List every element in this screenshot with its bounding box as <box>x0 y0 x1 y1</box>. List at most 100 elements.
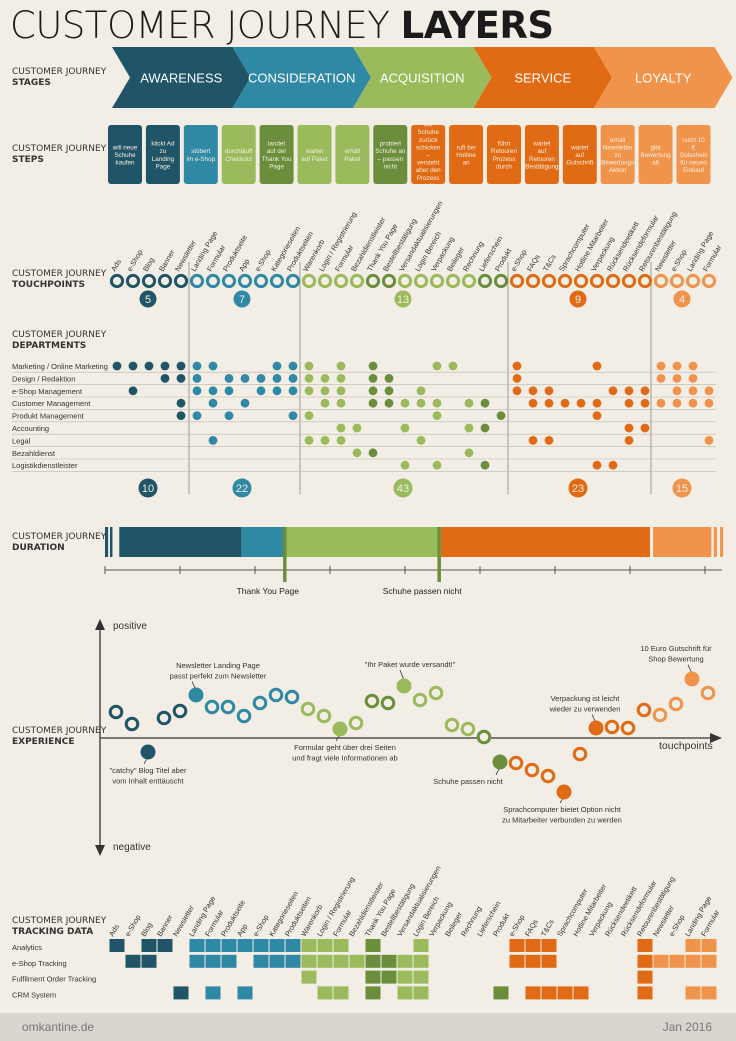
touchpoint-circle[interactable] <box>621 273 637 289</box>
step-card[interactable]: klickt Ad zu Landing Page <box>145 125 180 184</box>
touchpoint-circle[interactable] <box>333 273 349 289</box>
touchpoint-circle[interactable] <box>525 273 541 289</box>
step-card[interactable]: stöbert im e-Shop <box>183 125 218 184</box>
touchpoint-circle[interactable] <box>301 273 317 289</box>
experience-point[interactable] <box>300 701 316 717</box>
stage-service[interactable]: SERVICE <box>473 47 613 108</box>
touchpoint-circle[interactable] <box>445 273 461 289</box>
step-card[interactable]: landet auf der Thank You Page <box>259 125 294 184</box>
step-card[interactable]: führt Retouren Prozess durch <box>487 125 521 184</box>
experience-point[interactable] <box>412 692 428 708</box>
touchpoint-circle[interactable] <box>573 273 589 289</box>
step-card[interactable]: wartet auf Gutschrift <box>562 125 597 184</box>
step-card[interactable]: probiert Schuhe an – passen nicht <box>373 125 408 184</box>
touchpoint-circle[interactable] <box>125 273 141 289</box>
experience-point-highlight[interactable] <box>684 671 700 687</box>
experience-point[interactable] <box>252 695 268 711</box>
experience-point[interactable] <box>444 717 460 733</box>
touchpoint-circle[interactable] <box>605 273 621 289</box>
experience-point-highlight[interactable] <box>396 678 412 694</box>
experience-point[interactable] <box>604 719 620 735</box>
stage-awareness[interactable]: AWARENESS <box>112 47 251 108</box>
touchpoint-circle[interactable] <box>253 273 269 289</box>
experience-point[interactable] <box>204 699 220 715</box>
touchpoint-circle[interactable] <box>141 273 157 289</box>
step-card[interactable]: wartet auf Paket <box>297 125 332 184</box>
experience-point[interactable] <box>284 689 300 705</box>
experience-point[interactable] <box>124 716 140 732</box>
step-card[interactable]: erhält Paket <box>335 125 370 184</box>
experience-point[interactable] <box>460 721 476 737</box>
touchpoint-circle[interactable] <box>397 273 413 289</box>
touchpoint-circle[interactable] <box>685 273 701 289</box>
step-card[interactable]: durchläuft Checkout <box>221 125 256 184</box>
experience-point[interactable] <box>652 707 668 723</box>
experience-point[interactable] <box>108 704 124 720</box>
experience-point[interactable] <box>620 720 636 736</box>
experience-point-highlight[interactable] <box>556 784 572 800</box>
touchpoint-circle[interactable] <box>637 273 653 289</box>
touchpoint-circle[interactable] <box>701 273 717 289</box>
touchpoint-circle[interactable] <box>317 273 333 289</box>
experience-point[interactable] <box>668 696 684 712</box>
touchpoint-circle[interactable] <box>109 273 125 289</box>
experience-point[interactable] <box>156 710 172 726</box>
experience-point[interactable] <box>636 702 652 718</box>
touchpoint-circle[interactable] <box>589 273 605 289</box>
touchpoint-circle[interactable] <box>173 273 189 289</box>
touchpoint-circle[interactable] <box>653 273 669 289</box>
experience-point[interactable] <box>220 699 236 715</box>
touchpoint-circle[interactable] <box>493 273 509 289</box>
footer-site[interactable]: omkantine.de <box>22 1020 95 1034</box>
experience-point[interactable] <box>236 708 252 724</box>
touchpoint-circle[interactable] <box>349 273 365 289</box>
experience-point[interactable] <box>700 685 716 701</box>
touchpoint-circle[interactable] <box>381 273 397 289</box>
experience-point[interactable] <box>508 755 524 771</box>
experience-point[interactable] <box>540 768 556 784</box>
touchpoint-circle[interactable] <box>269 273 285 289</box>
step-card[interactable]: will neue Schuhe kaufen <box>108 125 142 184</box>
touchpoint-circle[interactable] <box>413 273 429 289</box>
touchpoint-circle[interactable] <box>237 273 253 289</box>
experience-point[interactable] <box>268 687 284 703</box>
touchpoint-count: 9 <box>575 294 581 306</box>
touchpoint-circle[interactable] <box>429 273 445 289</box>
experience-point[interactable] <box>572 746 588 762</box>
touchpoint-circle[interactable] <box>205 273 221 289</box>
experience-point[interactable] <box>316 708 332 724</box>
step-card[interactable]: ruft bei Hotline an <box>449 125 484 184</box>
touchpoint-circle[interactable] <box>509 273 525 289</box>
stage-loyalty[interactable]: LOYALTY <box>594 47 733 108</box>
step-card[interactable]: wartet auf Retouren Bestätigung <box>524 125 559 184</box>
experience-point[interactable] <box>364 693 380 709</box>
touchpoint-circle[interactable] <box>189 273 205 289</box>
step-card[interactable]: erhält Newsletter zu Bewertungs Aktion <box>600 125 635 184</box>
touchpoint-circle[interactable] <box>461 273 477 289</box>
touchpoint-circle[interactable] <box>541 273 557 289</box>
experience-point[interactable] <box>172 703 188 719</box>
touchpoint-circle[interactable] <box>669 273 685 289</box>
experience-point-highlight[interactable] <box>188 687 204 703</box>
touchpoint-circle[interactable] <box>285 273 301 289</box>
experience-point[interactable] <box>380 695 396 711</box>
touchpoint-circle[interactable] <box>157 273 173 289</box>
step-card[interactable]: will Schuhe zurück schicken – versteht aber de… <box>411 122 446 190</box>
touchpoint-circle[interactable] <box>477 273 493 289</box>
touchpoint-circle[interactable] <box>221 273 237 289</box>
experience-point-highlight[interactable] <box>492 754 508 770</box>
department-dot <box>432 361 442 371</box>
step-card[interactable]: gibt Bewertung ab <box>638 125 673 184</box>
experience-point[interactable] <box>348 715 364 731</box>
stage-acquisition[interactable]: ACQUISITION <box>353 47 492 108</box>
experience-point-highlight[interactable] <box>332 721 348 737</box>
experience-point-highlight[interactable] <box>588 720 604 736</box>
stage-consideration[interactable]: CONSIDERATION <box>232 47 372 108</box>
touchpoint-circle[interactable] <box>557 273 573 289</box>
experience-point-highlight[interactable] <box>140 744 156 760</box>
experience-point[interactable] <box>476 729 492 745</box>
experience-point[interactable] <box>524 762 540 778</box>
step-card[interactable]: nutzt 10 € Gutschein für neuen Einkauf <box>676 125 711 184</box>
touchpoint-circle[interactable] <box>365 273 381 289</box>
experience-point[interactable] <box>428 685 444 701</box>
